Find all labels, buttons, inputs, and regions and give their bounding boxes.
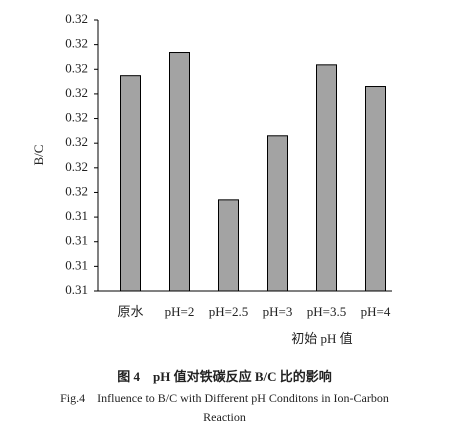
y-tick-label: 0.32: [65, 159, 88, 174]
y-tick-label: 0.31: [65, 233, 88, 248]
bar: [316, 64, 337, 292]
y-tick-label: 0.32: [65, 110, 88, 125]
bar: [365, 86, 386, 292]
x-tick-label: 原水: [117, 304, 143, 319]
caption-en: Reaction: [203, 410, 246, 424]
y-tick-label: 0.32: [65, 11, 88, 26]
bar: [169, 52, 190, 292]
y-tick-label: 0.31: [65, 257, 88, 272]
y-axis-label: B/C: [31, 145, 46, 166]
bar: [218, 199, 239, 292]
chart: 初始 pH 值 B/C 0.31 0.31 0.31 0.31 0.32 0.32 0.32…: [31, 11, 392, 346]
y-tick-label: 0.32: [65, 134, 88, 149]
x-tick-label: pH=3.5: [307, 304, 346, 319]
caption-en: Fig.4 Influence to B/C with Different pH…: [60, 391, 389, 405]
x-tick-label: pH=2.5: [209, 304, 248, 319]
caption-cn: 图 4 pH 值对铁碳反应 B/C 比的影响: [117, 369, 332, 384]
y-tick-label: 0.31: [65, 282, 88, 297]
y-tick-label: 0.32: [65, 183, 88, 198]
x-tick-label: pH=4: [361, 304, 391, 319]
y-tick-label: 0.31: [65, 208, 88, 223]
bar: [120, 75, 141, 292]
bar: [267, 135, 288, 292]
x-tick-label: pH=2: [165, 304, 195, 319]
y-tick-label: 0.32: [65, 60, 88, 75]
x-tick-label: pH=3: [263, 304, 293, 319]
y-tick-label: 0.32: [65, 85, 88, 100]
y-tick-label: 0.32: [65, 36, 88, 51]
x-axis-label: 初始 pH 值: [291, 331, 352, 346]
